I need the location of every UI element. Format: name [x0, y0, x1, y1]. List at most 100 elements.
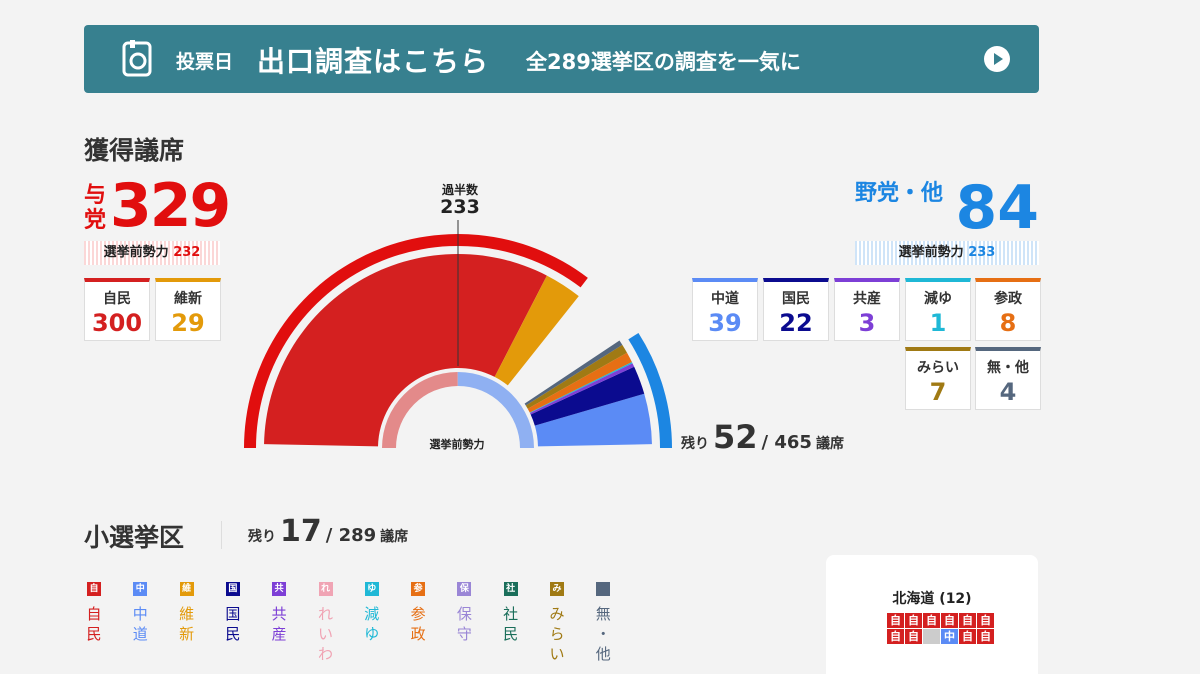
legend-char: 産: [271, 625, 287, 643]
prev-ruling-ring: [382, 372, 458, 448]
bar-無・他: [524, 340, 623, 406]
legend-swatch: 自: [87, 582, 101, 596]
opposition-prev-strength: 選挙前勢力 233: [855, 241, 1039, 265]
bar-維新: [494, 275, 579, 386]
bar-共産: [529, 363, 635, 415]
legend-char: 新: [179, 625, 195, 643]
district-cell[interactable]: 自: [923, 613, 940, 628]
legend-item: 維維新: [177, 582, 197, 644]
play-icon[interactable]: [984, 46, 1010, 72]
party-box-ishin[interactable]: 維新 29: [155, 278, 221, 341]
party-seats: 300: [91, 309, 143, 337]
party-seats: 7: [929, 378, 947, 406]
prev-strength-center-label: 選挙前勢力: [429, 438, 485, 451]
party-seats: 8: [999, 309, 1017, 337]
legend-swatch: ゆ: [364, 582, 379, 596]
legend-char: ら: [549, 625, 565, 643]
district-cell[interactable]: 自: [905, 629, 922, 644]
legend-char: 無: [595, 605, 611, 623]
ruling-bloc-ring: [244, 233, 588, 448]
district-cell[interactable]: 自: [887, 629, 904, 644]
district-cell[interactable]: 自: [887, 613, 904, 628]
party-seats: 29: [171, 309, 205, 337]
legend-char: 減: [364, 605, 380, 623]
legend-swatch: 国: [225, 582, 240, 596]
bar-国民: [530, 366, 645, 426]
legend-char: み: [549, 605, 565, 623]
legend-char: 民: [503, 625, 519, 643]
party-box-opp-3[interactable]: 減ゆ 1: [905, 278, 971, 341]
legend-char: 政: [410, 625, 426, 643]
banner-vote-day-label: 投票日: [176, 51, 234, 73]
smd-title: 小選挙区: [84, 523, 185, 552]
legend-char: 道: [132, 625, 148, 643]
party-name: 参政: [994, 291, 1022, 307]
smd-remaining-label: 残り: [248, 529, 276, 545]
remaining-label: 残り: [681, 436, 709, 452]
legend-char: 保: [456, 605, 472, 623]
legend-swatch: 共: [272, 582, 287, 596]
party-box-opp-6[interactable]: 無・他 4: [975, 347, 1041, 410]
legend-char: ・: [595, 625, 611, 643]
legend-char: 共: [271, 605, 287, 623]
map-region-title: 北海道 (12): [892, 591, 972, 607]
legend-char: 民: [225, 625, 241, 643]
opposition-label: 野党・他: [855, 181, 944, 206]
legend-swatch: み: [550, 582, 564, 596]
legend-item: 共共産: [269, 582, 289, 644]
divider: [221, 521, 222, 549]
smd-total-label: / 289: [325, 525, 377, 546]
opposition-seats: 84: [955, 173, 1040, 243]
party-name: 自民: [103, 291, 131, 307]
majority-marker: 過半数 233: [430, 181, 490, 217]
party-box-opp-1[interactable]: 国民 22: [763, 278, 829, 341]
party-name: 共産: [853, 291, 881, 307]
ruling-prev-value: 232: [173, 245, 201, 260]
party-box-opp-4[interactable]: 参政 8: [975, 278, 1041, 341]
map-card-hokkaido[interactable]: 北海道 (12) 自自自自自自自自中自自: [826, 555, 1038, 674]
exit-poll-banner[interactable]: 投票日 出口調査はこちら 全289選挙区の調査を一気に: [84, 25, 1039, 93]
smd-remaining: 残り 17/ 289 議席: [248, 514, 408, 549]
bar-自民: [264, 254, 547, 447]
legend-char: 自: [86, 605, 102, 623]
ruling-prev-label: 選挙前勢力: [103, 245, 169, 260]
legend-char: 参: [410, 605, 426, 623]
ruling-label: 与党: [84, 183, 107, 233]
legend-item: 国国民: [223, 582, 243, 644]
legend-char: 維: [179, 605, 195, 623]
district-cell[interactable]: 自: [959, 613, 976, 628]
bar-減ゆ: [529, 362, 633, 414]
legend-item: ゆ減ゆ: [362, 582, 382, 644]
district-grid: 自自自自自自自自中自自: [887, 613, 997, 644]
opposition-total: 野党・他 84: [855, 173, 1039, 243]
district-cell[interactable]: 中: [941, 629, 958, 644]
district-cell[interactable]: 自: [977, 629, 994, 644]
party-seats: 22: [779, 309, 813, 337]
party-box-ldp[interactable]: 自民 300: [84, 278, 150, 341]
prev-opposition-ring: [457, 372, 534, 448]
bar-参政: [527, 352, 632, 413]
legend-item: 参参政: [408, 582, 428, 644]
legend-char: 国: [225, 605, 241, 623]
district-cell[interactable]: 自: [959, 629, 976, 644]
party-box-opp-5[interactable]: みらい 7: [905, 347, 971, 410]
banner-subtitle: 全289選挙区の調査を一気に: [526, 50, 801, 74]
party-name: 中道: [711, 291, 739, 307]
legend-swatch: [596, 582, 611, 596]
majority-label: 過半数: [441, 183, 478, 197]
party-seats: 1: [929, 309, 947, 337]
legend-swatch: れ: [318, 582, 333, 596]
district-cell[interactable]: 自: [941, 613, 958, 628]
ruling-prev-strength: 選挙前勢力 232: [84, 241, 220, 265]
smd-remaining-value: 17: [280, 514, 322, 549]
legend-item: 保保守: [454, 582, 474, 644]
party-box-opp-0[interactable]: 中道 39: [692, 278, 758, 341]
party-box-opp-2[interactable]: 共産 3: [834, 278, 900, 341]
district-cell[interactable]: 自: [905, 613, 922, 628]
district-cell[interactable]: 自: [977, 613, 994, 628]
remaining-value: 52: [713, 418, 758, 456]
district-cell[interactable]: [923, 629, 940, 644]
bar-中道: [534, 393, 652, 447]
legend-char: 他: [595, 645, 611, 663]
legend-swatch: 維: [179, 582, 194, 596]
